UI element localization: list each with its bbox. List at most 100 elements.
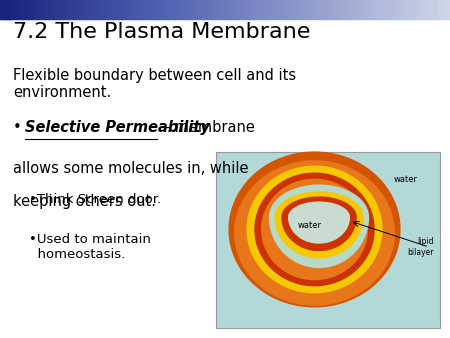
Bar (315, 0, 321, 19)
Bar (405, 0, 411, 19)
Bar (180, 0, 186, 19)
Bar (0, 0, 11, 19)
Bar (45, 0, 51, 19)
Bar (168, 0, 175, 19)
Polygon shape (262, 179, 367, 280)
Bar (303, 0, 310, 19)
Text: •Used to maintain
  homeostasis.: •Used to maintain homeostasis. (29, 233, 151, 261)
Bar (95, 0, 102, 19)
Bar (399, 0, 405, 19)
Bar (191, 0, 198, 19)
Text: lipid
bilayer: lipid bilayer (407, 237, 434, 257)
Bar (216, 152, 440, 328)
Bar (84, 0, 91, 19)
Bar (270, 0, 276, 19)
Text: keeping others out.: keeping others out. (14, 194, 157, 209)
Bar (163, 0, 169, 19)
Bar (140, 0, 147, 19)
Bar (79, 0, 85, 19)
Polygon shape (247, 166, 382, 293)
Bar (292, 0, 298, 19)
Bar (427, 0, 433, 19)
Bar (393, 0, 400, 19)
Polygon shape (289, 202, 349, 243)
Bar (101, 0, 108, 19)
Bar (230, 0, 237, 19)
Polygon shape (255, 173, 374, 286)
Bar (348, 0, 355, 19)
Bar (438, 0, 445, 19)
Bar (118, 0, 125, 19)
Bar (297, 0, 304, 19)
Text: Flexible boundary between cell and its
environment.: Flexible boundary between cell and its e… (14, 68, 297, 100)
Bar (185, 0, 192, 19)
Bar (208, 0, 214, 19)
Polygon shape (235, 161, 394, 305)
Polygon shape (282, 197, 356, 250)
Bar (213, 0, 220, 19)
Bar (365, 0, 372, 19)
Bar (342, 0, 349, 19)
Bar (11, 0, 18, 19)
Bar (90, 0, 96, 19)
Bar (22, 0, 29, 19)
Bar (202, 0, 209, 19)
Bar (219, 0, 225, 19)
Bar (275, 0, 282, 19)
Bar (129, 0, 136, 19)
Bar (337, 0, 343, 19)
Bar (354, 0, 360, 19)
Bar (68, 0, 74, 19)
Bar (39, 0, 46, 19)
Text: 7.2 The Plasma Membrane: 7.2 The Plasma Membrane (14, 22, 311, 42)
Bar (73, 0, 80, 19)
Bar (17, 0, 23, 19)
Bar (146, 0, 153, 19)
Bar (376, 0, 383, 19)
Bar (410, 0, 417, 19)
Bar (197, 0, 203, 19)
Bar (247, 0, 254, 19)
Bar (124, 0, 130, 19)
Bar (258, 0, 265, 19)
Polygon shape (270, 185, 369, 267)
Text: allows some molecules in, while: allows some molecules in, while (14, 161, 249, 175)
Bar (62, 0, 68, 19)
Bar (421, 0, 428, 19)
Bar (50, 0, 57, 19)
Text: Selective Permeability: Selective Permeability (25, 120, 210, 135)
Bar (320, 0, 327, 19)
Bar (444, 0, 450, 19)
Bar (157, 0, 164, 19)
Text: •: • (14, 120, 27, 135)
Bar (135, 0, 141, 19)
Text: water: water (298, 221, 322, 231)
Text: •Think Screen door.: •Think Screen door. (29, 193, 162, 206)
Bar (331, 0, 338, 19)
Bar (152, 0, 158, 19)
Bar (34, 0, 40, 19)
Bar (107, 0, 113, 19)
Text: water: water (394, 175, 418, 184)
Polygon shape (229, 152, 400, 307)
Bar (0, 0, 6, 19)
Bar (28, 0, 35, 19)
Bar (416, 0, 422, 19)
Bar (382, 0, 388, 19)
Bar (5, 0, 12, 19)
Bar (264, 0, 270, 19)
Bar (281, 0, 288, 19)
Bar (287, 0, 293, 19)
Bar (56, 0, 63, 19)
Bar (360, 0, 366, 19)
Text: – membrane: – membrane (158, 120, 255, 135)
Bar (253, 0, 259, 19)
Bar (242, 0, 248, 19)
Polygon shape (275, 192, 363, 258)
Bar (326, 0, 332, 19)
Bar (174, 0, 180, 19)
Bar (432, 0, 439, 19)
Bar (112, 0, 119, 19)
Bar (309, 0, 315, 19)
Bar (236, 0, 243, 19)
